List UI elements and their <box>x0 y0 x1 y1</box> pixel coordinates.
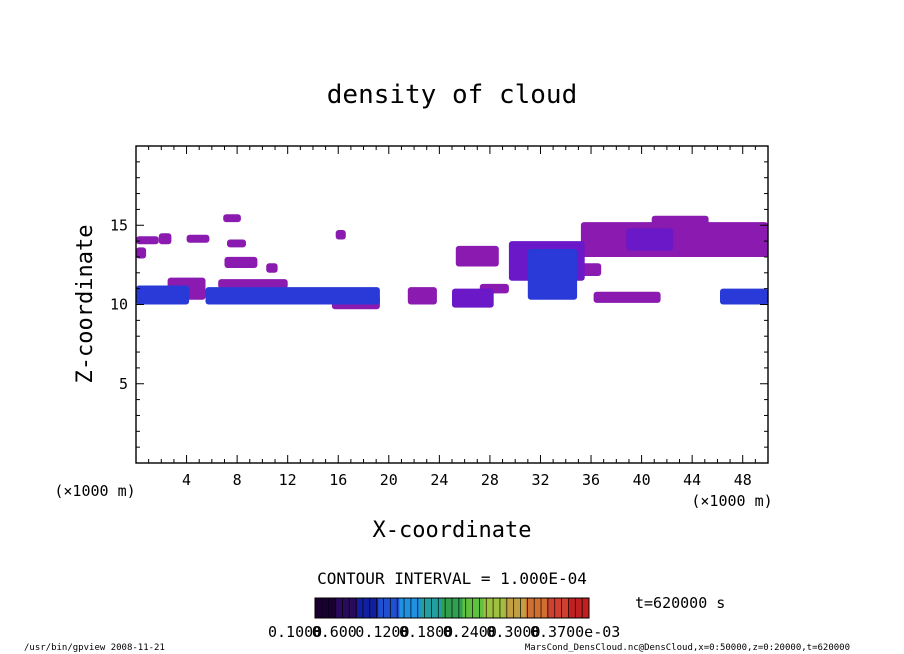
x-tick-label: 4 <box>182 471 191 489</box>
cloud-region <box>186 234 210 243</box>
colorbar <box>314 598 590 618</box>
cloud-region <box>626 228 674 251</box>
colorbar-segment <box>567 598 590 618</box>
colorbar-segment <box>399 598 421 618</box>
cloud-region <box>452 288 494 308</box>
cloud-region <box>580 222 768 257</box>
x-axis: 4 8 12 16 20 24 28 32 36 40 44 48 <box>148 146 756 489</box>
x-tick-label: 16 <box>329 471 347 489</box>
colorbar-label: 0.600 <box>312 623 357 641</box>
contour-interval: CONTOUR INTERVAL = 1.000E-04 <box>317 569 587 588</box>
colorbar-frame <box>314 597 590 619</box>
y-axis-label: Z-coordinate <box>73 225 98 384</box>
colorbar-label: 0.3700e-03 <box>530 623 620 641</box>
colorbar-label: 0.1200 <box>355 623 409 641</box>
colorbar-label: 0.2400 <box>443 623 497 641</box>
y-axis: 5 10 15 <box>110 161 768 448</box>
x-unit-left: (×1000 m) <box>54 482 135 500</box>
cloud-region <box>720 288 768 305</box>
colorbar-label: 0.1800 <box>399 623 453 641</box>
cloud-region <box>223 214 241 223</box>
cloud-region <box>335 230 346 240</box>
x-tick-label: 48 <box>734 471 752 489</box>
footer-program: /usr/bin/gpview 2008-11-21 <box>24 643 165 653</box>
y-tick-label: 15 <box>110 216 128 234</box>
cloud-region <box>224 256 258 268</box>
chart-title: density of cloud <box>327 80 577 110</box>
time-label: t=620000 s <box>635 594 725 612</box>
colorbar-label: 0.3000 <box>486 623 540 641</box>
colorbar-segment <box>336 598 358 618</box>
x-tick-label: 8 <box>233 471 242 489</box>
cloud-region <box>218 279 288 289</box>
x-unit-right: (×1000 m) <box>691 492 772 510</box>
colorbar-segment <box>462 598 485 618</box>
cloud-region <box>527 249 578 300</box>
cloud-region <box>651 215 709 226</box>
cloud-region <box>266 263 278 273</box>
x-tick-label: 28 <box>481 471 499 489</box>
colorbar-segment <box>504 598 527 618</box>
colorbar-labels: 0.10000.6000.12000.18000.24000.30000.370… <box>268 623 620 641</box>
cloud-region <box>136 236 159 245</box>
cloud-region <box>407 287 437 305</box>
colorbar-segment <box>546 598 569 618</box>
x-tick-label: 40 <box>633 471 651 489</box>
cloud-region <box>158 233 172 245</box>
footer-source: MarsCond_DensCloud.nc@DensCloud,x=0:5000… <box>525 643 850 653</box>
cloud-region <box>455 245 499 267</box>
cloud-region <box>593 291 661 303</box>
x-tick-label: 24 <box>430 471 448 489</box>
colorbar-segment <box>378 598 400 618</box>
colorbar-label: 0.1000 <box>268 623 322 641</box>
y-tick-label: 10 <box>110 296 128 314</box>
colorbar-segment <box>357 598 379 618</box>
y-tick-label: 5 <box>119 375 128 393</box>
x-axis-label: X-coordinate <box>373 518 532 543</box>
cloud-region <box>136 285 190 305</box>
colorbar-segment <box>315 598 337 618</box>
cloud-field <box>136 214 768 310</box>
x-tick-label: 44 <box>683 471 701 489</box>
x-tick-label: 36 <box>582 471 600 489</box>
x-tick-label: 32 <box>531 471 549 489</box>
colorbar-segment <box>525 598 548 618</box>
cloud-region <box>227 239 246 248</box>
colorbar-segment <box>483 598 506 618</box>
cloud-region <box>136 247 147 259</box>
x-tick-label: 12 <box>279 471 297 489</box>
cloud-region <box>205 287 380 305</box>
x-tick-label: 20 <box>380 471 398 489</box>
